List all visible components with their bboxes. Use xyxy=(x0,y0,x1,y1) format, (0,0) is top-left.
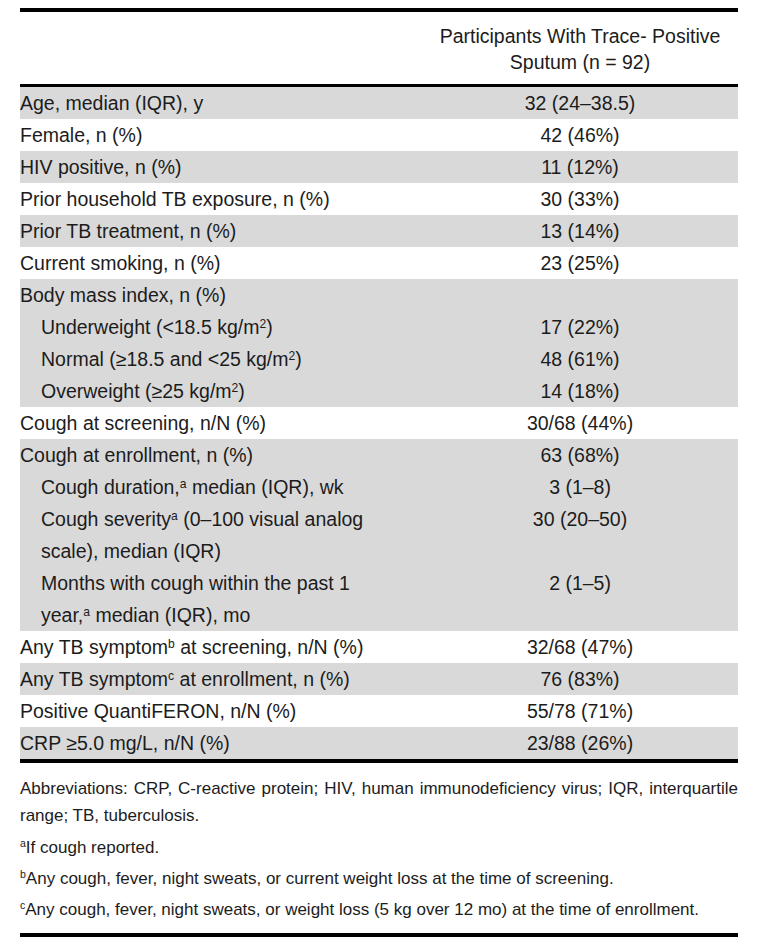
header-label-spacer xyxy=(20,23,422,75)
table-body: Age, median (IQR), y 32 (24–38.5) Female… xyxy=(20,87,738,759)
footnote-text: Any cough, fever, night sweats, or curre… xyxy=(26,869,614,888)
row-value: 11 (12%) xyxy=(422,151,738,183)
table-row: Months with cough within the past 1year,… xyxy=(20,567,738,631)
footnote-text: If cough reported. xyxy=(26,838,159,857)
table-page: Participants With Trace- Positive Sputum… xyxy=(0,8,758,937)
row-label: Positive QuantiFERON, n/N (%) xyxy=(20,695,422,727)
bottom-rule xyxy=(20,933,738,937)
footnote-item: aIf cough reported. xyxy=(20,834,738,861)
row-value: 17 (22%) xyxy=(422,311,738,343)
row-value: 23/88 (26%) xyxy=(422,727,738,759)
table-row: Cough at enrollment, n (%) 63 (68%) xyxy=(20,439,738,471)
row-label: Cough at enrollment, n (%) xyxy=(20,439,422,471)
footnote-marker: b xyxy=(20,868,26,880)
table-row: Underweight (<18.5 kg/m2) 17 (22%) xyxy=(20,311,738,343)
table-row: Normal (≥18.5 and <25 kg/m2) 48 (61%) xyxy=(20,343,738,375)
footnote-marker: c xyxy=(20,899,25,911)
header-title-line2: Sputum (n = 92) xyxy=(422,49,738,75)
row-value: 23 (25%) xyxy=(422,247,738,279)
footnote-list: aIf cough reported.bAny cough, fever, ni… xyxy=(20,834,738,923)
abbreviations-note: Abbreviations: CRP, C-reactive protein; … xyxy=(20,775,738,829)
row-label: Any TB symptomb at screening, n/N (%) xyxy=(20,631,422,663)
row-value: 14 (18%) xyxy=(422,375,738,407)
row-value: 3 (1–8) xyxy=(422,471,738,503)
table-row: CRP ≥5.0 mg/L, n/N (%) 23/88 (26%) xyxy=(20,727,738,759)
row-label: Normal (≥18.5 and <25 kg/m2) xyxy=(20,343,422,375)
row-label: Cough at screening, n/N (%) xyxy=(20,407,422,439)
row-label: Overweight (≥25 kg/m2) xyxy=(20,375,422,407)
footnote-item: cAny cough, fever, night sweats, or weig… xyxy=(20,896,738,923)
table-row: Prior household TB exposure, n (%) 30 (3… xyxy=(20,183,738,215)
row-label: Months with cough within the past 1year,… xyxy=(20,567,422,631)
row-value: 42 (46%) xyxy=(422,119,738,151)
row-value: 76 (83%) xyxy=(422,663,738,695)
footnotes-section: Abbreviations: CRP, C-reactive protein; … xyxy=(20,763,738,923)
row-label: Cough severitya (0–100 visual analogscal… xyxy=(20,503,422,567)
header-title-line1: Participants With Trace- Positive xyxy=(422,23,738,49)
row-value: 48 (61%) xyxy=(422,343,738,375)
table-row: Positive QuantiFERON, n/N (%) 55/78 (71%… xyxy=(20,695,738,727)
footnote-item: bAny cough, fever, night sweats, or curr… xyxy=(20,865,738,892)
table-row: Female, n (%) 42 (46%) xyxy=(20,119,738,151)
table-row: Any TB symptomb at screening, n/N (%) 32… xyxy=(20,631,738,663)
row-label: HIV positive, n (%) xyxy=(20,151,422,183)
row-label: Prior household TB exposure, n (%) xyxy=(20,183,422,215)
row-value: 30/68 (44%) xyxy=(422,407,738,439)
table-row: Cough at screening, n/N (%) 30/68 (44%) xyxy=(20,407,738,439)
table-row: Cough duration,a median (IQR), wk 3 (1–8… xyxy=(20,471,738,503)
row-label: Current smoking, n (%) xyxy=(20,247,422,279)
row-value: 63 (68%) xyxy=(422,439,738,471)
footnote-text: Any cough, fever, night sweats, or weigh… xyxy=(25,900,699,919)
table-row: Any TB symptomc at enrollment, n (%) 76 … xyxy=(20,663,738,695)
row-value: 32 (24–38.5) xyxy=(422,87,738,119)
row-label: Prior TB treatment, n (%) xyxy=(20,215,422,247)
row-value: 30 (33%) xyxy=(422,183,738,215)
table-row: Current smoking, n (%) 23 (25%) xyxy=(20,247,738,279)
table-row: Age, median (IQR), y 32 (24–38.5) xyxy=(20,87,738,119)
footnote-marker: a xyxy=(20,837,26,849)
row-value: 30 (20–50) xyxy=(422,503,738,535)
row-label: Body mass index, n (%) xyxy=(20,279,422,311)
table-row: Cough severitya (0–100 visual analogscal… xyxy=(20,503,738,567)
table-header-row: Participants With Trace- Positive Sputum… xyxy=(20,12,738,84)
table-row: Body mass index, n (%) xyxy=(20,279,738,311)
row-label: Female, n (%) xyxy=(20,119,422,151)
table-row: HIV positive, n (%) 11 (12%) xyxy=(20,151,738,183)
table-row: Prior TB treatment, n (%) 13 (14%) xyxy=(20,215,738,247)
row-value: 2 (1–5) xyxy=(422,567,738,599)
row-label: CRP ≥5.0 mg/L, n/N (%) xyxy=(20,727,422,759)
row-value: 55/78 (71%) xyxy=(422,695,738,727)
row-label: Any TB symptomc at enrollment, n (%) xyxy=(20,663,422,695)
table-row: Overweight (≥25 kg/m2) 14 (18%) xyxy=(20,375,738,407)
row-value: 32/68 (47%) xyxy=(422,631,738,663)
row-label: Underweight (<18.5 kg/m2) xyxy=(20,311,422,343)
header-column-title: Participants With Trace- Positive Sputum… xyxy=(422,23,738,75)
row-label: Age, median (IQR), y xyxy=(20,87,422,119)
row-value: 13 (14%) xyxy=(422,215,738,247)
row-label: Cough duration,a median (IQR), wk xyxy=(20,471,422,503)
